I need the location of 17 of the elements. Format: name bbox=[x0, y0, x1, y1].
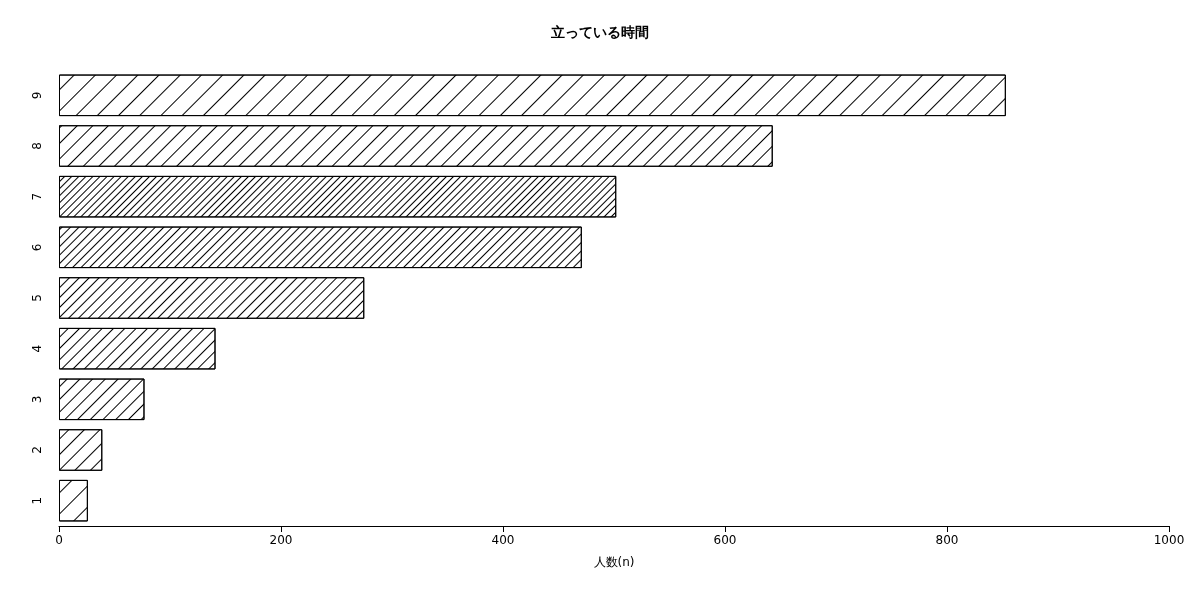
y-tick-label: 5 bbox=[30, 294, 44, 302]
y-tick-label: 6 bbox=[30, 243, 44, 252]
y-tick-label: 2 bbox=[30, 446, 44, 454]
y-tick-label: 1 bbox=[30, 496, 44, 505]
x-tick-label: 400 bbox=[491, 533, 515, 547]
y-tick-label: 9 bbox=[30, 91, 44, 100]
chart-title: 立っている時間 bbox=[550, 24, 649, 40]
x-tick-label: 800 bbox=[935, 533, 959, 547]
y-tick-label: 4 bbox=[30, 344, 44, 353]
x-tick-label: 1000 bbox=[1153, 533, 1185, 547]
x-tick-label: 0 bbox=[55, 533, 63, 547]
y-tick-label: 3 bbox=[30, 395, 44, 404]
y-tick-label: 7 bbox=[30, 192, 44, 201]
x-tick-label: 200 bbox=[269, 533, 293, 547]
x-tick-label: 600 bbox=[713, 533, 737, 547]
x-axis-title: 人数(n) bbox=[593, 555, 635, 569]
y-tick-label: 8 bbox=[30, 142, 44, 150]
